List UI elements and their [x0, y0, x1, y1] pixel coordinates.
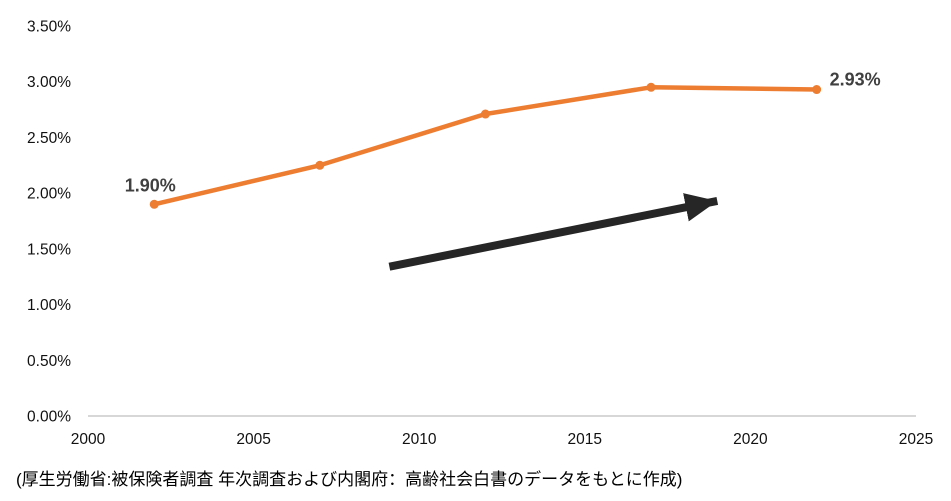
- y-tick-label: 3.50%: [27, 19, 71, 36]
- x-tick-label: 2025: [899, 431, 933, 448]
- x-tick-label: 2010: [402, 431, 437, 448]
- y-tick-label: 0.50%: [27, 353, 71, 370]
- x-axis-tick-labels: 2000 2005 2010 2015 2020 2025: [71, 431, 933, 448]
- y-tick-label: 1.00%: [27, 297, 71, 314]
- data-point-label: 1.90%: [125, 175, 176, 195]
- y-tick-label: 0.00%: [27, 409, 71, 426]
- y-tick-label: 1.50%: [27, 241, 71, 258]
- data-point-marker: [315, 160, 325, 170]
- series-point-markers: [149, 82, 822, 209]
- y-axis-tick-labels: 0.00% 0.50% 1.00% 1.50% 2.00% 2.50% 3.00% 3.50%: [27, 19, 71, 426]
- data-point-marker: [812, 85, 822, 95]
- x-tick-label: 2005: [236, 431, 270, 448]
- data-point-label: 2.93%: [830, 70, 881, 90]
- data-point-marker: [646, 82, 656, 92]
- x-tick-label: 2015: [568, 431, 602, 448]
- y-tick-label: 2.50%: [27, 130, 71, 147]
- y-tick-label: 2.00%: [27, 186, 71, 203]
- plot-area: 0.00% 0.50% 1.00% 1.50% 2.00% 2.50% 3.00% 3.50%…: [27, 19, 933, 449]
- data-point-marker: [480, 109, 490, 119]
- y-tick-label: 3.00%: [27, 74, 71, 91]
- x-tick-label: 2000: [71, 431, 106, 448]
- trend-arrow-annotation: [388, 193, 719, 271]
- source-caption: (厚生労働省:被保険者調査 年次調査および内閣府：高齢社会白書のデータをもとに作…: [16, 470, 683, 489]
- series-data-labels: 1.90% 2.93%: [125, 70, 881, 196]
- data-point-marker: [149, 199, 159, 209]
- series-line: [151, 85, 819, 207]
- x-tick-label: 2020: [733, 431, 768, 448]
